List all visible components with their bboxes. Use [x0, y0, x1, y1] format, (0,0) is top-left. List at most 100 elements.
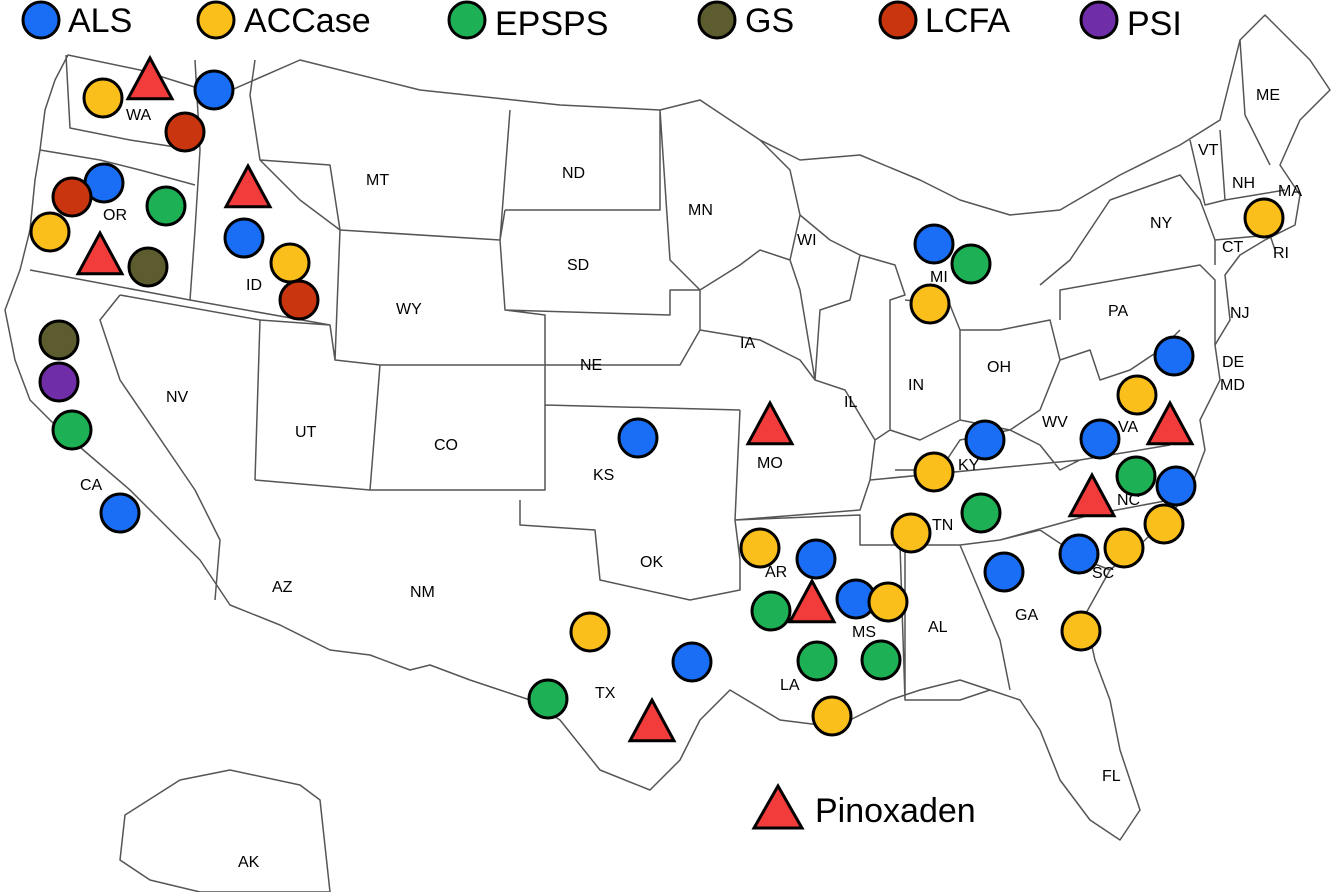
marker-ar-als	[795, 538, 837, 580]
state-label: MA	[1278, 183, 1302, 200]
state-label: MS	[852, 624, 876, 641]
state-label: NJ	[1230, 305, 1250, 322]
marker-mo-pinoxaden	[745, 399, 795, 446]
legend-item-pinoxaden: Pinoxaden	[751, 782, 976, 830]
state-label: FL	[1102, 768, 1121, 785]
legend-label-lcfa: LCFA	[925, 2, 1010, 40]
marker-nc-accase	[1143, 503, 1185, 545]
state-label: NE	[580, 357, 602, 374]
marker-tx-pinoxaden	[627, 696, 677, 743]
legend-item-psi: PSI	[1079, 0, 1182, 43]
marker-la-accase	[811, 695, 853, 737]
state-label: AK	[238, 854, 260, 871]
legend-swatch-epsps	[447, 0, 487, 40]
marker-id-pinoxaden	[223, 162, 273, 209]
state-label: KS	[593, 467, 614, 484]
state-label: WY	[396, 301, 422, 318]
marker-la-epsps	[796, 640, 838, 682]
legend-label-epsps: EPSPS	[495, 5, 608, 43]
state-label: WA	[126, 107, 152, 124]
marker-ar-epsps	[750, 590, 792, 632]
marker-ky-als	[964, 419, 1006, 461]
us-states-layer	[4, 14, 1331, 841]
marker-ar-accase	[739, 527, 781, 569]
state-label: AZ	[272, 579, 293, 596]
state-label: IN	[908, 377, 924, 394]
state-label: ID	[246, 277, 262, 294]
marker-tx-als	[671, 641, 713, 683]
state-label: VA	[1118, 419, 1138, 436]
legend-swatch-gs	[697, 0, 737, 40]
marker-tx-epsps	[527, 678, 569, 720]
state-label: IL	[844, 394, 857, 411]
marker-ma-accase	[1243, 197, 1285, 239]
marker-tn-accase	[890, 512, 932, 554]
state-label: NY	[1150, 215, 1173, 232]
state-label: NM	[410, 584, 435, 601]
legend-label-accase: ACCase	[244, 2, 371, 40]
state-label: GA	[1015, 607, 1038, 624]
state-borders	[29, 39, 1286, 701]
state-label: AL	[928, 619, 948, 636]
state-label: VT	[1198, 142, 1219, 159]
marker-wa-pinoxaden	[125, 54, 175, 101]
state-label: CA	[80, 477, 103, 494]
marker-mi-accase	[909, 283, 951, 325]
marker-id-lcfa	[278, 279, 320, 321]
alaska-inset	[119, 769, 331, 892]
marker-ca-gs	[38, 319, 80, 361]
marker-or-pinoxaden	[75, 229, 125, 276]
legend-item-gs: GS	[697, 0, 794, 40]
state-label: LA	[780, 677, 800, 694]
legend-swatch-lcfa	[878, 0, 918, 40]
state-label: CO	[434, 437, 458, 454]
marker-or-lcfa	[51, 176, 93, 218]
state-label: MI	[930, 269, 948, 286]
marker-va-pinoxaden	[1145, 399, 1195, 446]
legend-label-als: ALS	[68, 2, 132, 40]
marker-va-als	[1079, 418, 1121, 460]
state-label: PA	[1108, 303, 1128, 320]
us-outline	[4, 14, 1331, 841]
marker-ca-psi	[38, 361, 80, 403]
marker-or-epsps	[145, 185, 187, 227]
legend-label-psi: PSI	[1127, 5, 1182, 43]
marker-ms-accase	[867, 581, 909, 623]
marker-id-accase	[269, 242, 311, 284]
state-label: WI	[797, 232, 817, 249]
legend-item-als: ALS	[21, 0, 132, 40]
state-label: KY	[958, 457, 980, 474]
state-label: ND	[562, 165, 585, 182]
marker-ar-pinoxaden	[787, 577, 837, 624]
marker-ga-als	[983, 551, 1025, 593]
state-label: CT	[1222, 239, 1244, 256]
state-label: OH	[987, 359, 1011, 376]
resistance-markers-layer	[29, 54, 1285, 743]
marker-nc-als	[1155, 465, 1197, 507]
marker-ga-accase	[1060, 610, 1102, 652]
state-labels-layer: WA OR CA ID NV MT WY UT AZ CO NM ND SD N…	[80, 87, 1302, 871]
legend-swatch-psi	[1079, 0, 1119, 40]
legend-item-epsps: EPSPS	[447, 0, 608, 43]
marker-ca-als	[99, 492, 141, 534]
state-label: ME	[1256, 87, 1280, 104]
state-label: TX	[595, 685, 616, 702]
state-label: NV	[166, 389, 189, 406]
state-label: RI	[1273, 245, 1289, 262]
state-label: WV	[1042, 414, 1068, 431]
marker-ms-epsps	[860, 639, 902, 681]
state-label: OK	[640, 554, 663, 571]
state-label: MT	[366, 172, 389, 189]
state-label: IA	[740, 335, 755, 352]
legend: ALS ACCase EPSPS GS LCFA PSI	[21, 0, 1182, 43]
legend-item-accase: ACCase	[196, 0, 371, 40]
marker-or-accase	[29, 211, 71, 253]
legend-swatch-als	[21, 0, 61, 40]
marker-sc-accase	[1103, 527, 1145, 569]
state-label: MN	[688, 202, 713, 219]
legend-label-pinoxaden: Pinoxaden	[815, 792, 976, 830]
state-label: MD	[1220, 377, 1245, 394]
marker-mi-epsps	[950, 243, 992, 285]
marker-md-als	[1153, 335, 1195, 377]
